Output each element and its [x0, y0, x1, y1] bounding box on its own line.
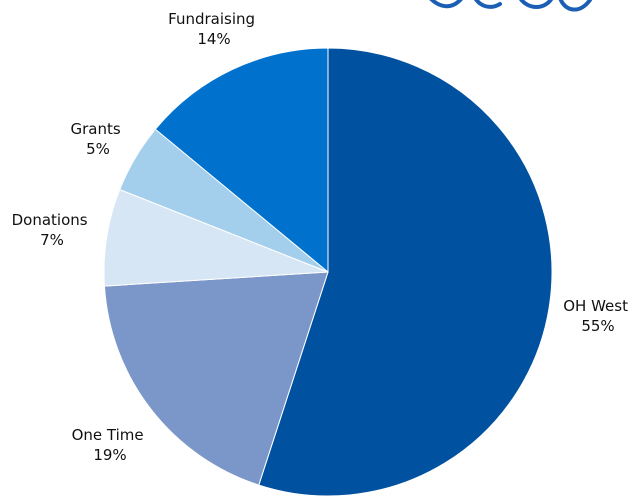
- pie-slice-one-time: [103, 271, 329, 486]
- title-fragment-decoration: [429, 0, 592, 12]
- label-donations: Donations 7%: [12, 211, 93, 249]
- label-grants-name: Grants: [71, 120, 121, 138]
- label-oh-west: OH West 55%: [563, 297, 633, 335]
- label-grants-pct: 5%: [86, 140, 110, 158]
- label-donations-name: Donations: [12, 211, 88, 229]
- label-one-time-name: One Time: [72, 426, 144, 444]
- label-oh-west-pct: 55%: [581, 317, 614, 335]
- label-grants: Grants 5%: [71, 120, 126, 158]
- label-one-time: One Time 19%: [72, 426, 149, 464]
- label-oh-west-name: OH West: [563, 297, 628, 315]
- pie-slices: [103, 47, 553, 496]
- label-fundraising-pct: 14%: [197, 30, 230, 48]
- label-fundraising: Fundraising 14%: [168, 10, 260, 48]
- pie-labels: OH West 55% One Time 19% Donations 7% Gr…: [12, 10, 633, 464]
- label-donations-pct: 7%: [40, 231, 64, 249]
- pie-slice-oh-west: [258, 47, 553, 496]
- label-fundraising-name: Fundraising: [168, 10, 255, 28]
- label-one-time-pct: 19%: [93, 446, 126, 464]
- pie-slice-fundraising: [154, 47, 329, 274]
